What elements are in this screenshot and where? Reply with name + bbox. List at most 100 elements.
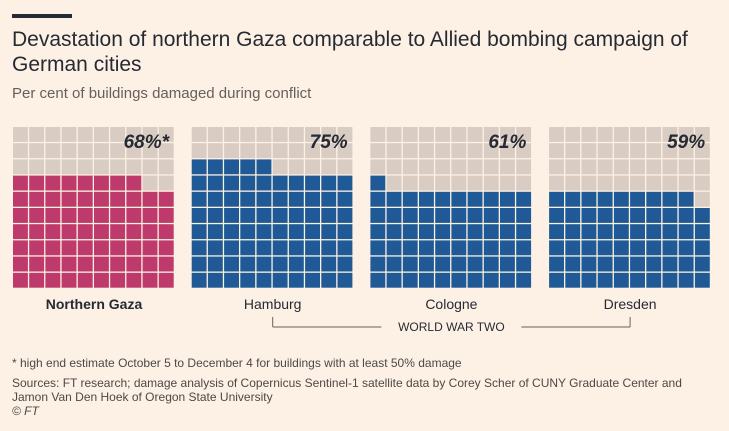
cologne-damaged-cell — [419, 208, 434, 223]
cologne-damaged-cell — [516, 240, 532, 256]
cologne-damaged-cell — [419, 224, 434, 240]
hamburg-damaged-cell — [240, 256, 256, 272]
cologne-damaged-cell — [500, 256, 515, 272]
dresden-damaged-cell — [630, 240, 645, 256]
northern-gaza-damaged-cell — [94, 272, 109, 288]
cologne-damaged-cell — [435, 240, 451, 256]
dresden-damaged-cell — [662, 191, 678, 207]
hamburg-damaged-cell — [240, 159, 256, 175]
hamburg-damaged-cell — [305, 208, 320, 223]
cologne-damaged-cell — [483, 224, 499, 240]
cologne-damaged-cell — [370, 272, 386, 288]
hamburg-damaged-cell — [337, 191, 353, 207]
hamburg-damaged-cell — [321, 240, 337, 256]
hamburg-damaged-cell — [256, 224, 272, 240]
northern-gaza-damaged-cell — [29, 240, 45, 256]
cologne-value-label: 61% — [488, 132, 526, 153]
hamburg-damaged-cell — [321, 175, 337, 191]
northern-gaza-undamaged-cell — [158, 159, 174, 175]
dresden-undamaged-cell — [694, 159, 710, 175]
northern-gaza-damaged-cell — [142, 208, 158, 223]
cologne-damaged-cell — [500, 272, 515, 288]
dresden-undamaged-cell — [646, 159, 662, 175]
hamburg-damaged-cell — [256, 256, 272, 272]
hamburg-undamaged-cell — [240, 127, 256, 142]
hamburg-undamaged-cell — [305, 143, 320, 159]
hamburg-damaged-cell — [272, 272, 288, 288]
dresden-undamaged-cell — [565, 127, 581, 142]
hamburg-damaged-cell — [191, 175, 207, 191]
cologne-damaged-cell — [516, 191, 532, 207]
dresden-undamaged-cell — [630, 159, 645, 175]
dresden-damaged-cell — [678, 272, 694, 288]
cologne-damaged-cell — [483, 272, 499, 288]
northern-gaza-damaged-cell — [13, 272, 28, 288]
dresden-undamaged-cell — [630, 127, 645, 142]
cologne-damaged-cell — [435, 191, 451, 207]
dresden-damaged-cell — [630, 256, 645, 272]
dresden-damaged-cell — [597, 208, 613, 223]
northern-gaza-undamaged-cell — [158, 127, 174, 142]
dresden-damaged-cell — [581, 191, 597, 207]
hamburg-damaged-cell — [256, 208, 272, 223]
northern-gaza-damaged-cell — [77, 272, 93, 288]
northern-gaza-damaged-cell — [142, 191, 158, 207]
dresden-damaged-cell — [597, 256, 613, 272]
dresden-undamaged-cell — [597, 143, 613, 159]
hamburg-damaged-cell — [305, 191, 320, 207]
dresden-damaged-cell — [694, 208, 710, 223]
dresden-damaged-cell — [678, 224, 694, 240]
cologne-damaged-cell — [516, 272, 532, 288]
hamburg-damaged-cell — [272, 191, 288, 207]
northern-gaza-undamaged-cell — [45, 127, 61, 142]
northern-gaza-damaged-cell — [110, 256, 126, 272]
cologne-undamaged-cell — [370, 143, 386, 159]
hamburg-damaged-cell — [207, 208, 223, 223]
dresden-undamaged-cell — [581, 159, 597, 175]
hamburg-damaged-cell — [305, 256, 320, 272]
cologne-undamaged-cell — [516, 143, 532, 159]
cologne-damaged-cell — [516, 256, 532, 272]
dresden-undamaged-cell — [694, 191, 710, 207]
dresden-undamaged-cell — [549, 159, 564, 175]
cologne-damaged-cell — [500, 224, 515, 240]
dresden-undamaged-cell — [613, 127, 629, 142]
cologne-damaged-cell — [483, 256, 499, 272]
hamburg-damaged-cell — [224, 208, 239, 223]
hamburg-undamaged-cell — [288, 127, 304, 142]
cologne-undamaged-cell — [483, 175, 499, 191]
cologne-undamaged-cell — [386, 143, 402, 159]
northern-gaza-damaged-cell — [45, 256, 61, 272]
hamburg-damaged-cell — [288, 240, 304, 256]
hamburg-undamaged-cell — [256, 143, 272, 159]
northern-gaza-damaged-cell — [61, 272, 77, 288]
northern-gaza-undamaged-cell — [94, 143, 109, 159]
cologne-damaged-cell — [435, 272, 451, 288]
dresden-undamaged-cell — [549, 175, 564, 191]
cologne-damaged-cell — [467, 191, 483, 207]
northern-gaza-damaged-cell — [29, 175, 45, 191]
cologne-damaged-cell — [451, 224, 467, 240]
northern-gaza-damaged-cell — [77, 240, 93, 256]
northern-gaza-damaged-cell — [126, 240, 142, 256]
dresden-damaged-cell — [646, 272, 662, 288]
cologne-damaged-cell — [435, 208, 451, 223]
hamburg-damaged-cell — [207, 272, 223, 288]
northern-gaza-damaged-cell — [13, 240, 28, 256]
dresden-undamaged-cell — [597, 175, 613, 191]
hamburg-damaged-cell — [337, 208, 353, 223]
dresden-undamaged-cell — [678, 143, 694, 159]
dresden-undamaged-cell — [646, 127, 662, 142]
cologne-undamaged-cell — [516, 175, 532, 191]
cologne-damaged-cell — [516, 224, 532, 240]
cologne-damaged-cell — [386, 256, 402, 272]
northern-gaza-damaged-cell — [94, 256, 109, 272]
cologne-undamaged-cell — [402, 159, 418, 175]
hamburg-damaged-cell — [256, 191, 272, 207]
northern-gaza-undamaged-cell — [126, 159, 142, 175]
northern-gaza-damaged-cell — [77, 224, 93, 240]
cologne-undamaged-cell — [386, 175, 402, 191]
dresden-damaged-cell — [630, 208, 645, 223]
hamburg-damaged-cell — [207, 175, 223, 191]
dresden-damaged-cell — [662, 256, 678, 272]
